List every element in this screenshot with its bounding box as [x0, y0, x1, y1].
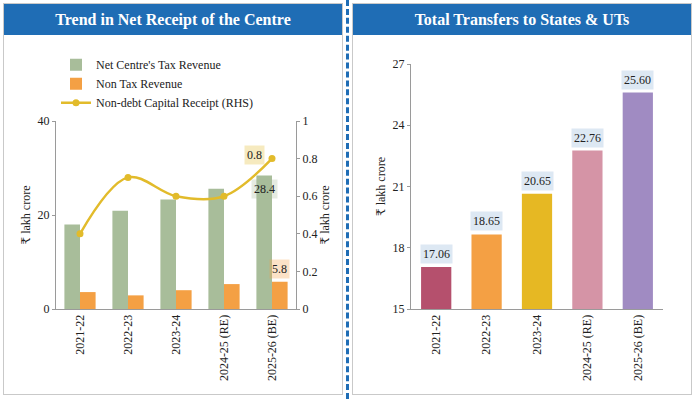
svg-text:0: 0: [44, 302, 50, 316]
svg-text:5.8: 5.8: [272, 262, 287, 276]
svg-text:22.76: 22.76: [574, 131, 601, 145]
svg-text:2024-25 (RE): 2024-25 (RE): [217, 315, 231, 381]
svg-text:Net Centre's Tax Revenue: Net Centre's Tax Revenue: [96, 58, 221, 72]
svg-text:2023-24: 2023-24: [169, 315, 183, 355]
svg-text:17.06: 17.06: [423, 247, 450, 261]
svg-text:20.65: 20.65: [524, 174, 551, 188]
svg-text:2022-23: 2022-23: [121, 315, 135, 355]
svg-text:40: 40: [38, 114, 50, 128]
svg-text:25.60: 25.60: [624, 73, 651, 87]
svg-text:2023-24: 2023-24: [530, 315, 544, 355]
svg-text:1: 1: [302, 114, 308, 128]
svg-text:2021-22: 2021-22: [429, 315, 443, 355]
svg-text:2025-26 (BE): 2025-26 (BE): [265, 315, 279, 381]
svg-text:0.2: 0.2: [302, 265, 317, 279]
svg-text:0.4: 0.4: [302, 227, 317, 241]
svg-text:20: 20: [38, 208, 50, 222]
svg-text:27: 27: [393, 57, 405, 71]
svg-text:0.8: 0.8: [302, 152, 317, 166]
svg-text:2024-25 (RE): 2024-25 (RE): [580, 315, 594, 381]
html-text:Trend in Net Receipt of the Ce: Trend in Net Receipt of the Centre: [55, 11, 291, 28]
svg-text:2022-23: 2022-23: [480, 315, 494, 355]
svg-text:21: 21: [393, 180, 405, 194]
svg-text:Non-debt Capital Receipt (RHS): Non-debt Capital Receipt (RHS): [96, 96, 253, 110]
svg-text:2021-22: 2021-22: [73, 315, 87, 355]
html-text:Total Transfers to States & UT: Total Transfers to States & UTs: [414, 11, 630, 28]
svg-text:15: 15: [393, 302, 405, 316]
svg-text:24: 24: [393, 118, 405, 132]
svg-text:₹ lakh crore: ₹ lakh crore: [19, 186, 33, 245]
svg-text:0: 0: [302, 302, 308, 316]
svg-text:Non Tax Revenue: Non Tax Revenue: [96, 77, 182, 91]
svg-text:₹ lakh crore: ₹ lakh crore: [374, 157, 388, 216]
svg-text:28.4: 28.4: [254, 182, 275, 196]
svg-text:2025-26 (BE): 2025-26 (BE): [631, 315, 645, 381]
svg-text:₹ lakh crore: ₹ lakh crore: [318, 186, 332, 245]
svg-text:0.8: 0.8: [247, 148, 262, 162]
svg-text:18: 18: [393, 241, 405, 255]
svg-text:0.6: 0.6: [302, 189, 317, 203]
svg-text:18.65: 18.65: [473, 214, 500, 228]
